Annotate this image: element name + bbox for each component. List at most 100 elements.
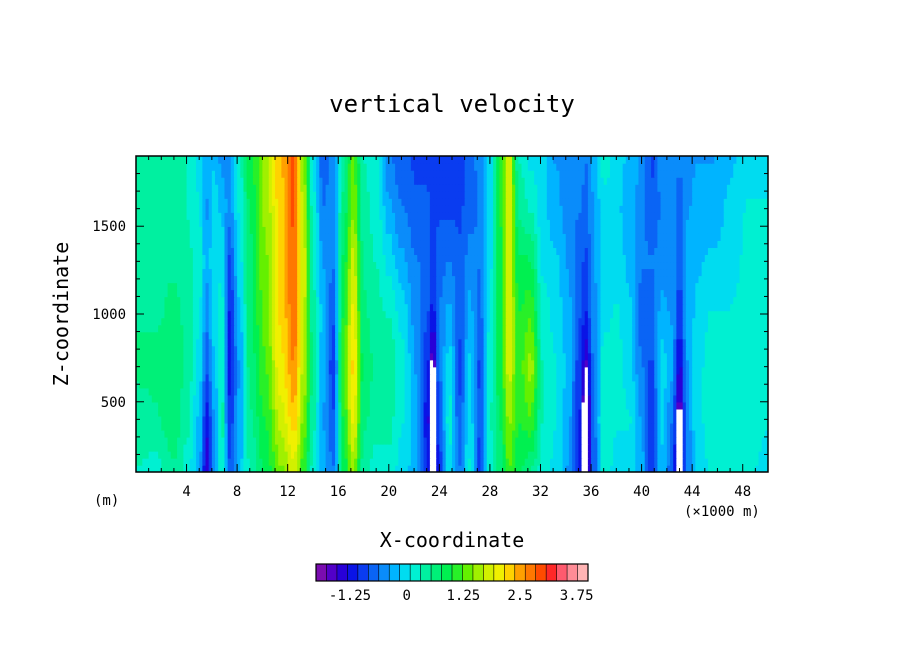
- field-cell: [202, 345, 207, 354]
- field-cell: [224, 352, 229, 361]
- field-cell: [259, 352, 264, 361]
- field-cell: [584, 366, 589, 375]
- field-cell: [360, 401, 365, 410]
- field-cell: [673, 415, 678, 424]
- field-cell: [512, 394, 516, 403]
- field-cell: [275, 422, 279, 431]
- field-cell: [360, 359, 365, 368]
- field-cell: [414, 415, 418, 424]
- field-cell: [644, 443, 649, 452]
- field-cell: [493, 331, 497, 340]
- field-cell: [733, 436, 738, 445]
- field-cell: [452, 450, 456, 459]
- field-cell: [338, 387, 343, 396]
- field-cell: [644, 324, 649, 333]
- field-cell: [249, 429, 254, 438]
- field-cell: [388, 443, 393, 452]
- field-cell: [628, 429, 633, 438]
- field-cell: [455, 422, 460, 431]
- field-cell: [452, 408, 456, 417]
- field-cell: [559, 443, 564, 452]
- field-cell: [347, 366, 352, 375]
- field-cell: [559, 429, 564, 438]
- field-cell: [439, 338, 444, 347]
- field-cell: [581, 457, 586, 466]
- field-cell: [224, 310, 229, 319]
- field-cell: [290, 394, 295, 403]
- field-cell: [398, 429, 403, 438]
- field-cell: [154, 436, 159, 445]
- field-cell: [335, 464, 339, 472]
- field-cell: [726, 366, 731, 375]
- field-cell: [496, 366, 501, 375]
- field-cell: [164, 303, 169, 312]
- field-cell: [575, 310, 580, 319]
- field-cell: [578, 408, 583, 417]
- field-cell: [474, 429, 478, 438]
- field-cell: [635, 310, 640, 319]
- field-cell: [331, 352, 336, 361]
- field-cell: [749, 429, 753, 438]
- field-cell: [628, 408, 633, 417]
- field-cell: [685, 296, 690, 305]
- field-cell: [692, 373, 697, 382]
- field-cell: [173, 464, 178, 472]
- field-cell: [587, 366, 592, 375]
- field-cell: [515, 331, 520, 340]
- field-cell: [373, 366, 377, 375]
- field-cell: [480, 324, 485, 333]
- field-cell: [173, 457, 178, 466]
- field-cell: [685, 380, 690, 389]
- field-cell: [192, 415, 197, 424]
- field-cell: [625, 310, 630, 319]
- field-cell: [736, 373, 741, 382]
- field-cell: [382, 415, 387, 424]
- field-cell: [404, 415, 409, 424]
- field-cell: [237, 401, 241, 410]
- field-cell: [136, 457, 140, 466]
- field-cell: [714, 415, 719, 424]
- field-cell: [638, 408, 643, 417]
- field-cell: [546, 331, 551, 340]
- field-cell: [363, 338, 368, 347]
- field-cell: [761, 317, 766, 326]
- field-cell: [325, 310, 330, 319]
- field-cell: [382, 310, 387, 319]
- field-cell: [657, 296, 662, 305]
- field-cell: [496, 303, 501, 312]
- field-cell: [663, 401, 668, 410]
- field-cell: [534, 366, 539, 375]
- field-cell: [420, 429, 425, 438]
- field-cell: [303, 317, 308, 326]
- field-cell: [354, 436, 358, 445]
- field-cell: [312, 443, 317, 452]
- field-cell: [246, 394, 251, 403]
- field-cell: [215, 422, 219, 431]
- field-cell: [673, 429, 678, 438]
- field-cell: [581, 352, 586, 361]
- field-cell: [186, 429, 191, 438]
- field-cell: [145, 422, 150, 431]
- field-cell: [290, 422, 295, 431]
- field-cell: [647, 443, 652, 452]
- field-cell: [452, 436, 456, 445]
- field-cell: [764, 366, 768, 375]
- field-cell: [531, 457, 535, 466]
- field-cell: [294, 345, 298, 354]
- field-cell: [518, 422, 523, 431]
- field-cell: [698, 408, 703, 417]
- field-cell: [309, 317, 314, 326]
- field-cell: [142, 401, 147, 410]
- field-cell: [695, 331, 700, 340]
- field-cell: [660, 450, 665, 459]
- field-cell: [319, 394, 324, 403]
- field-cell: [489, 359, 494, 368]
- field-cell: [142, 429, 147, 438]
- field-cell: [376, 408, 381, 417]
- field-cell: [641, 366, 646, 375]
- field-cell: [180, 317, 185, 326]
- field-cell: [464, 408, 469, 417]
- field-cell: [521, 464, 526, 472]
- field-cell: [546, 324, 551, 333]
- field-cell: [448, 457, 453, 466]
